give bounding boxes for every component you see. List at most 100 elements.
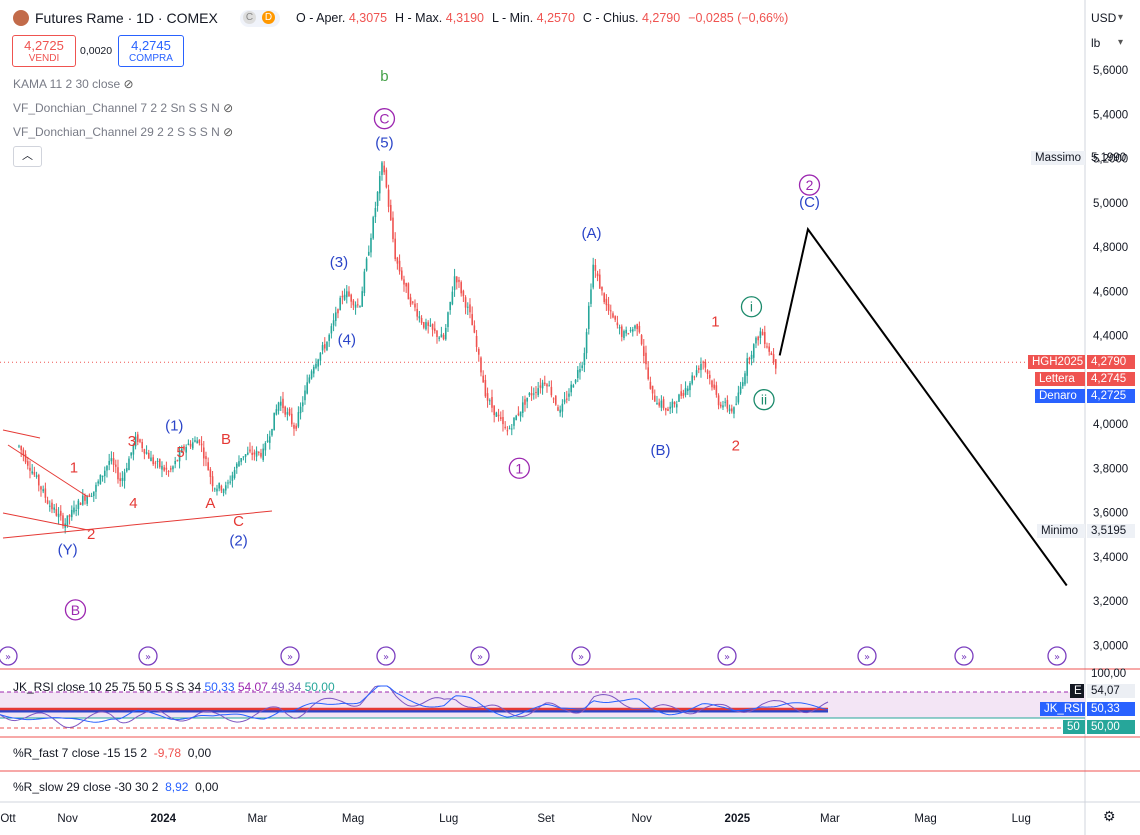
candle-body	[178, 451, 181, 462]
candle-body	[376, 191, 379, 207]
candle-body	[499, 417, 502, 420]
candle-body	[631, 329, 634, 332]
event-marker-icon[interactable]: »	[571, 646, 591, 666]
wave-label: C	[233, 513, 244, 530]
indicator-donchian-7[interactable]: VF_Donchian_Channel 7 2 2 Sn S S N ⊘	[13, 101, 233, 115]
candle-body	[330, 326, 333, 334]
candle-body	[724, 401, 726, 403]
wave-circle-label: i	[750, 299, 753, 315]
sell-button[interactable]: 4,2725 VENDI	[12, 35, 76, 67]
buy-button[interactable]: 4,2745 COMPRA	[118, 35, 184, 67]
candle-body	[290, 413, 293, 425]
badge-c: C	[243, 11, 256, 24]
candle-body	[741, 382, 744, 387]
candle-body	[693, 376, 696, 378]
candle-body	[251, 452, 253, 455]
chart-title[interactable]: Futures Rame · 1D · COMEX	[35, 10, 218, 26]
event-marker-icon[interactable]: »	[280, 646, 300, 666]
event-marker-icon[interactable]: »	[0, 646, 18, 666]
r-slow-legend[interactable]: %R_slow 29 close -30 30 2 8,92 0,00	[13, 780, 218, 794]
candle-body	[374, 207, 377, 218]
candle-body	[273, 412, 275, 431]
r-fast-value-2: 0,00	[187, 746, 212, 760]
candle-body	[205, 456, 207, 460]
x-tick-label: 2024	[150, 813, 176, 825]
candle-body	[308, 377, 311, 383]
rsi-axis-top: 100,00	[1091, 668, 1127, 680]
candle-body	[581, 365, 583, 368]
candle-body	[297, 412, 300, 427]
candle-body	[427, 322, 429, 326]
event-marker-circle	[954, 646, 974, 666]
candle-body	[433, 328, 436, 331]
candle-body	[730, 408, 733, 412]
candle-body	[420, 317, 423, 323]
candle-body	[568, 393, 570, 397]
candle-body	[242, 456, 245, 458]
indicator-donchian-29[interactable]: VF_Donchian_Channel 29 2 2 S S S N ⊘	[13, 125, 233, 139]
event-marker-icon[interactable]: »	[1047, 646, 1067, 666]
currency-selector[interactable]: USD	[1091, 11, 1117, 25]
candle-body	[44, 488, 47, 498]
candle-body	[103, 470, 106, 477]
eye-off-icon[interactable]: ⊘	[223, 125, 234, 139]
candle-body	[455, 276, 458, 283]
candle-body	[526, 397, 528, 402]
wave-label: (Y)	[58, 542, 78, 559]
candle-body	[585, 332, 588, 354]
candle-body	[180, 448, 183, 453]
candle-body	[253, 452, 256, 455]
collapse-indicators-button[interactable]: ︿	[13, 146, 42, 167]
unit-selector[interactable]: lb	[1091, 36, 1101, 50]
candle-body	[726, 399, 729, 409]
candle-body	[73, 507, 75, 513]
candle-body	[385, 169, 388, 188]
candle-body	[405, 282, 407, 287]
eye-off-icon[interactable]: ⊘	[123, 77, 134, 91]
chevron-down-icon[interactable]: ▾	[1118, 12, 1124, 23]
event-marker-icon[interactable]: »	[717, 646, 737, 666]
candle-body	[462, 290, 465, 297]
ohlc-key-0: O - Aper.	[296, 11, 349, 25]
candle-body	[68, 514, 71, 517]
event-marker-icon[interactable]: »	[138, 646, 158, 666]
event-marker-icon[interactable]: »	[954, 646, 974, 666]
x-tick-label: Mag	[342, 813, 364, 825]
eye-off-icon[interactable]: ⊘	[223, 101, 234, 115]
event-marker-icon[interactable]: »	[376, 646, 396, 666]
candle-body	[156, 461, 159, 463]
candle-body	[238, 461, 240, 467]
candle-body	[671, 401, 674, 408]
wave-circle	[64, 599, 87, 621]
candle-body	[378, 176, 381, 194]
candle-body	[656, 402, 658, 405]
candle-body	[763, 332, 766, 345]
wave-label: 3	[128, 433, 136, 450]
massimo-value: 5,1990	[1091, 152, 1127, 164]
x-tick-label: 2025	[725, 813, 751, 825]
candle-body	[315, 363, 317, 368]
candle-body	[165, 467, 168, 470]
rsi-value-1: 50,33	[204, 680, 235, 694]
wave-label: (A)	[581, 225, 601, 242]
settings-gear-icon[interactable]: ⚙	[1103, 808, 1116, 824]
chevron-down-icon[interactable]: ▾	[1118, 37, 1124, 48]
indicator-kama[interactable]: KAMA 11 2 30 close ⊘	[13, 77, 134, 91]
candle-body	[737, 392, 740, 403]
rsi-legend[interactable]: JK_RSI close 10 25 75 50 5 S S 34 50,33 …	[13, 680, 335, 694]
candle-body	[515, 415, 517, 420]
candle-body	[403, 279, 405, 285]
candle-body	[117, 467, 119, 480]
candle-body	[444, 328, 447, 340]
event-marker-icon[interactable]: »	[470, 646, 490, 666]
candle-body	[576, 369, 579, 379]
r-fast-legend[interactable]: %R_fast 7 close -15 15 2 -9,78 0,00	[13, 746, 211, 760]
candle-body	[504, 426, 506, 428]
candle-body	[662, 399, 665, 409]
candle-body	[317, 359, 319, 367]
ohlc-value-1: 4,3190	[445, 11, 484, 25]
x-tick-label: Mag	[914, 813, 936, 825]
wave-label: (1)	[165, 418, 183, 435]
event-marker-icon[interactable]: »	[857, 646, 877, 666]
